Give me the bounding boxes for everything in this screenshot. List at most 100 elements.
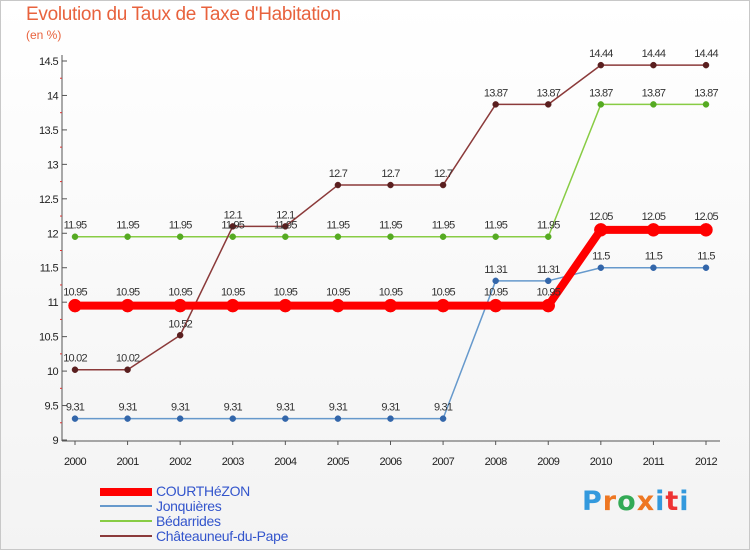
proxiti-logo: Proxiti [582,486,690,517]
x-tick-label: 2008 [485,456,508,468]
logo-letter: x [636,486,656,517]
legend-item-bedarrides: Bédarrides [100,513,360,529]
data-point [436,298,450,313]
data-label: 11.95 [432,220,455,232]
data-label: 10.02 [63,353,87,365]
logo-letter: i [679,486,690,517]
data-label: 9.31 [66,402,85,414]
legend-label-jonquieres: Jonquières [156,498,222,514]
data-point [278,298,293,313]
data-point [594,223,608,237]
data-point [650,61,657,69]
data-label: 12.7 [381,168,400,180]
data-point [646,223,661,237]
data-point [71,415,79,422]
data-point [124,415,131,422]
data-point [229,233,236,240]
legend-item-jonquieres: Jonquières [100,498,360,514]
x-tick-label: 2011 [643,456,665,468]
data-label: 9.31 [434,402,453,414]
data-point [597,61,605,69]
data-label: 13.87 [642,87,666,99]
data-label: 12.7 [434,168,453,180]
data-label: 9.31 [171,402,190,414]
data-label: 13.87 [536,87,560,99]
data-point [650,264,657,271]
logo-letter: o [617,486,637,517]
data-point [173,298,187,313]
x-tick-label: 2002 [169,456,192,468]
data-point [488,298,503,313]
data-point [334,233,342,240]
data-label: 13.87 [484,87,508,99]
data-label: 10.95 [168,287,192,299]
data-label: 10.95 [379,287,403,299]
data-point [176,415,184,422]
series-points [68,61,713,422]
data-label: 9.31 [118,402,137,414]
data-point [545,277,552,285]
data-point [124,366,131,373]
y-tick-label: 13 [47,159,59,171]
data-point [650,101,657,108]
logo-letter: t [665,486,680,517]
data-point [176,332,184,339]
data-point [387,181,394,189]
data-label: 10.95 [484,287,508,299]
data-point [439,233,447,240]
data-label: 11.95 [169,220,192,232]
data-label: 11.95 [327,220,350,232]
data-label: 12.05 [694,211,718,223]
data-label: 12.05 [642,211,666,223]
data-point [124,233,131,240]
legend-swatch-courthezon [100,488,152,496]
legend-label-bedarrides: Bédarrides [156,513,221,529]
data-point [331,298,345,313]
data-label: 10.95 [63,287,87,299]
data-label: 12.1 [224,209,243,221]
data-labels: 9.31 9.31 9.31 9.31 9.31 9.31 9.31 9.31 11.31 11.… [63,48,719,414]
legend-swatch-bedarrides [100,520,152,522]
data-label: 11.95 [221,220,244,232]
data-point [229,415,236,422]
data-label: 11.95 [484,220,507,232]
data-point [68,298,82,313]
y-tick-label: 12 [47,228,59,240]
x-tick-label: 2006 [379,456,402,468]
data-point [120,298,135,313]
data-point [334,415,342,422]
x-tick-label: 2007 [432,456,455,468]
data-label: 11.5 [697,251,715,263]
data-point [282,223,289,230]
data-point [226,298,240,313]
x-tick-label: 2000 [64,456,87,468]
data-label: 10.95 [116,287,140,299]
data-point [282,233,289,240]
data-label: 12.1 [276,209,295,221]
data-point [545,233,552,240]
data-point [492,233,499,240]
data-point [176,233,184,240]
data-point [383,298,398,313]
data-label: 10.95 [221,287,245,299]
y-tick-label: 10 [47,366,59,378]
data-point [71,366,79,373]
data-label: 11.95 [64,220,87,232]
data-label: 12.05 [589,211,613,223]
x-tick-label: 2005 [327,456,350,468]
data-label: 11.5 [645,251,663,263]
data-label: 11.95 [274,220,297,232]
data-point [699,223,713,237]
y-tick-label: 12.5 [39,194,58,206]
legend-item-courthezon: COURTHéZON [100,483,360,499]
y-tick-label: 14 [47,90,59,102]
data-point [702,264,710,271]
data-point [597,101,605,108]
legend-swatch-chateauneuf [100,535,152,537]
y-tick-label: 11 [48,297,59,309]
logo-letter: P [582,486,603,517]
data-point [702,61,710,69]
data-label: 13.87 [694,87,718,99]
data-label: 14.44 [694,48,718,60]
x-tick-label: 2012 [695,456,718,468]
